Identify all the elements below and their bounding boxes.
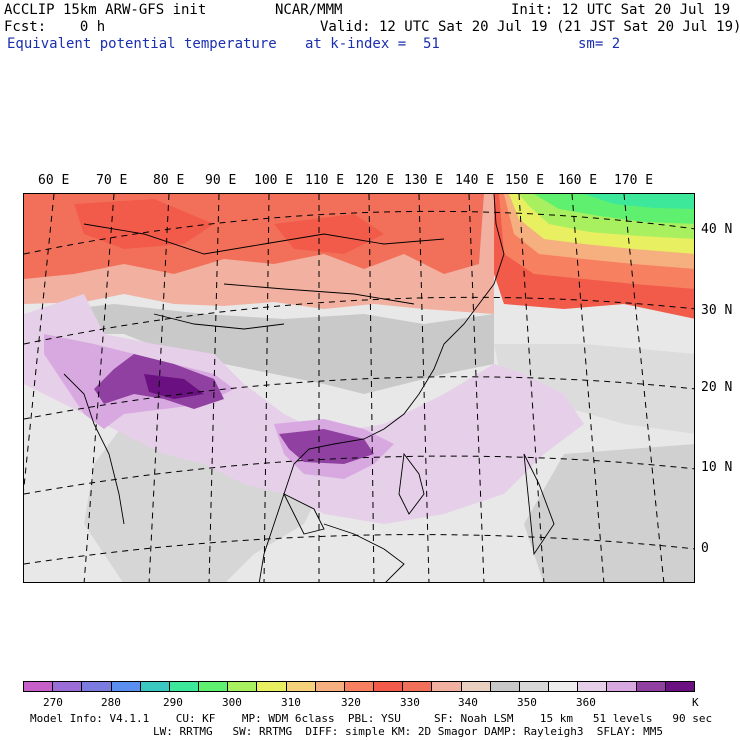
colorbar-label: 320 — [341, 696, 361, 709]
equivalent-potential-temperature-map — [24, 194, 694, 582]
forecast-hour: Fcst: 0 h — [4, 19, 106, 35]
colorbar-swatch — [228, 682, 258, 691]
colorbar-swatch — [519, 682, 550, 691]
colorbar-swatch — [461, 682, 491, 691]
colorbar-swatch — [24, 682, 54, 691]
colorbar-swatch — [344, 682, 375, 691]
run-title: ACCLIP 15km ARW-GFS init — [4, 2, 207, 18]
colorbar-swatch — [432, 682, 462, 691]
warm-core — [274, 214, 384, 254]
colorbar-label: 360 — [576, 696, 596, 709]
colorbar-swatch — [607, 682, 637, 691]
org-label: NCAR/MMM — [275, 2, 343, 18]
lon-label: 80 E — [153, 173, 185, 188]
colorbar-swatch — [636, 682, 666, 691]
lon-label: 130 E — [404, 173, 444, 188]
lat-label: 40 N — [701, 222, 733, 237]
gray-region — [524, 444, 694, 582]
lon-label: 150 E — [505, 173, 545, 188]
lat-label: 20 N — [701, 380, 733, 395]
colorbar-swatch — [315, 682, 345, 691]
lat-label: 10 N — [701, 460, 733, 475]
colorbar-swatch — [549, 682, 579, 691]
coastlines — [63, 194, 555, 582]
smoothing-label: sm= 2 — [578, 36, 621, 52]
lon-label: 170 E — [614, 173, 654, 188]
lon-label: 110 E — [305, 173, 345, 188]
colorbar-unit: K — [692, 696, 699, 709]
colorbar-swatch — [665, 682, 694, 691]
colorbar-swatch — [286, 682, 316, 691]
lon-label: 100 E — [254, 173, 294, 188]
moist-region — [24, 294, 584, 524]
lon-label: 140 E — [455, 173, 495, 188]
field-name: Equivalent potential temperature — [7, 36, 277, 52]
valid-time: Valid: 12 UTC Sat 20 Jul 19 (21 JST Sat … — [320, 19, 740, 35]
colorbar-label: 310 — [281, 696, 301, 709]
lon-label: 90 E — [205, 173, 237, 188]
lon-label: 120 E — [355, 173, 395, 188]
colorbar-label: 290 — [163, 696, 183, 709]
colorbar-label: 330 — [400, 696, 420, 709]
init-time: Init: 12 UTC Sat 20 Jul 19 — [511, 2, 731, 18]
level-label: at k-index = 51 — [305, 36, 440, 52]
lon-label: 70 E — [96, 173, 128, 188]
colorbar-label: 340 — [458, 696, 478, 709]
colorbar-swatch — [199, 682, 229, 691]
ne-pacific-band — [584, 194, 694, 209]
colorbar-label: 300 — [222, 696, 242, 709]
warm-core — [74, 199, 214, 249]
colorbar-swatch — [140, 682, 170, 691]
colorbar — [23, 681, 695, 692]
colorbar-swatch — [111, 682, 141, 691]
colorbar-label: 270 — [43, 696, 63, 709]
colorbar-swatch — [82, 682, 112, 691]
gray-region — [494, 344, 694, 434]
colorbar-swatch — [374, 682, 404, 691]
map-panel — [23, 193, 695, 583]
lat-label: 30 N — [701, 303, 733, 318]
colorbar-swatch — [257, 682, 287, 691]
lon-label: 160 E — [558, 173, 598, 188]
colorbar-swatch — [578, 682, 608, 691]
model-info-line2: LW: RRTMG SW: RRTMG DIFF: simple KM: 2D … — [153, 725, 663, 738]
colorbar-label: 350 — [517, 696, 537, 709]
colorbar-swatch — [53, 682, 83, 691]
gray-region — [24, 304, 494, 394]
lat-label: 0 — [701, 541, 709, 556]
colorbar-label: 280 — [101, 696, 121, 709]
colorbar-swatch — [403, 682, 433, 691]
colorbar-swatch — [169, 682, 200, 691]
colorbar-swatch — [490, 682, 520, 691]
model-info-line1: Model Info: V4.1.1 CU: KF MP: WDM 6class… — [30, 712, 713, 725]
lon-label: 60 E — [38, 173, 70, 188]
